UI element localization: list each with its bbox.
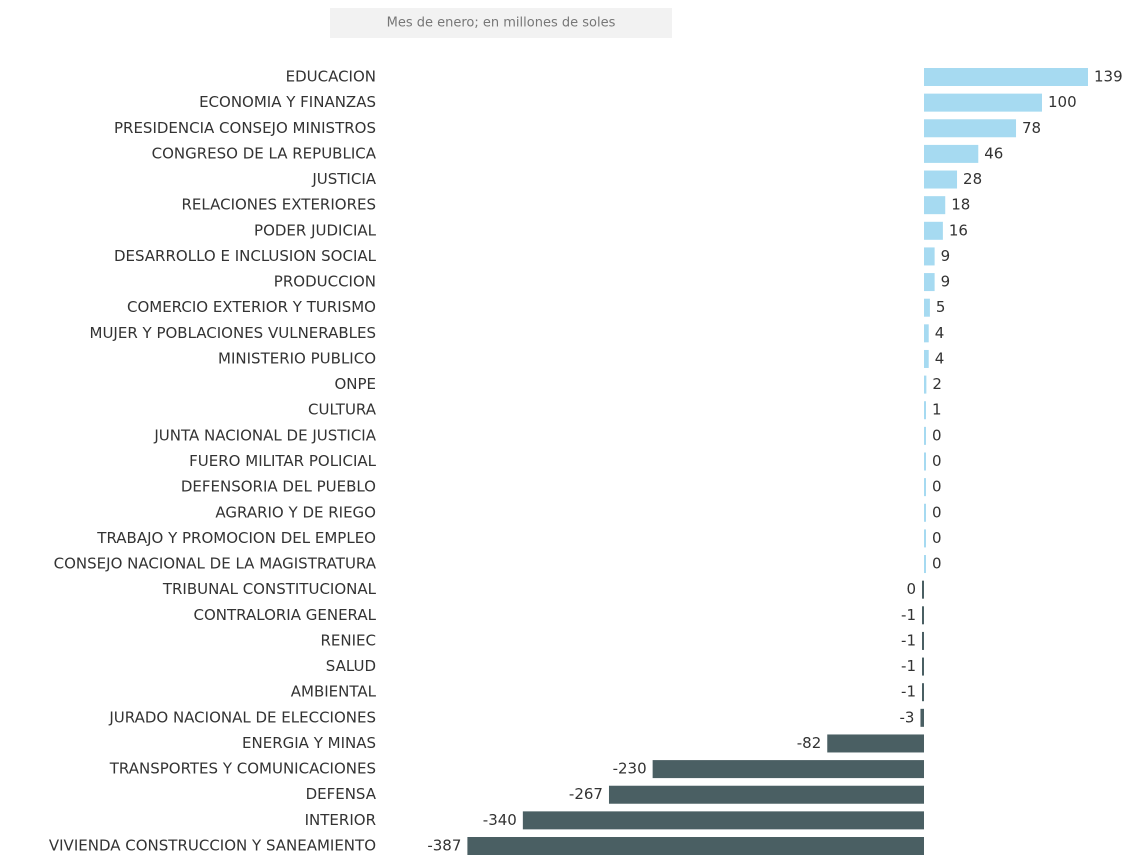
value-label: -387	[427, 837, 461, 855]
value-label: 0	[932, 478, 942, 496]
value-label: 0	[932, 426, 942, 444]
category-label: CONGRESO DE LA REPUBLICA	[152, 144, 377, 162]
value-label: 9	[941, 247, 951, 265]
bar	[924, 196, 946, 215]
category-label: COMERCIO EXTERIOR Y TURISMO	[127, 298, 376, 316]
value-label: 46	[984, 144, 1003, 162]
category-label: CULTURA	[308, 401, 377, 419]
value-label: 5	[936, 298, 946, 316]
bar	[467, 837, 924, 855]
bar	[924, 324, 929, 343]
bar	[924, 170, 958, 189]
value-label: -82	[797, 734, 822, 752]
bar	[924, 426, 926, 445]
value-label: -3	[899, 708, 914, 726]
bar	[922, 631, 924, 650]
category-label: AGRARIO Y DE RIEGO	[215, 503, 376, 521]
bar	[924, 119, 1017, 138]
bar	[924, 93, 1042, 112]
category-label: ONPE	[334, 375, 376, 393]
value-label: 0	[932, 503, 942, 521]
category-label: TRIBUNAL CONSTITUCIONAL	[162, 580, 377, 598]
bar	[924, 375, 927, 394]
value-label: 0	[932, 452, 942, 470]
value-label: -1	[901, 683, 916, 701]
value-label: 100	[1048, 93, 1077, 111]
value-label: -1	[901, 631, 916, 649]
chart-subtitle: Mes de enero; en millones de soles	[387, 16, 616, 31]
category-label: INTERIOR	[305, 811, 376, 829]
bar	[924, 529, 926, 548]
category-label: PRODUCCION	[274, 273, 376, 291]
bar	[924, 144, 979, 163]
value-label: 0	[932, 529, 942, 547]
value-label: 9	[941, 273, 951, 291]
category-label: ECONOMIA Y FINANZAS	[199, 93, 376, 111]
category-label: DESARROLLO E INCLUSION SOCIAL	[114, 247, 377, 265]
value-label: 18	[951, 196, 970, 214]
bar	[924, 555, 926, 574]
bar	[920, 708, 924, 727]
category-label: DEFENSA	[306, 785, 377, 803]
value-label: 4	[935, 349, 945, 367]
bar	[922, 683, 924, 702]
category-label: JUNTA NACIONAL DE JUSTICIA	[153, 426, 376, 444]
bar	[924, 503, 926, 522]
value-label: -1	[901, 657, 916, 675]
category-label: MINISTERIO PUBLICO	[218, 349, 376, 367]
bar	[924, 298, 930, 317]
value-label: 4	[935, 324, 945, 342]
value-label: 0	[906, 580, 916, 598]
bar	[922, 580, 924, 599]
value-label: 16	[949, 221, 968, 239]
bar	[827, 734, 924, 753]
category-label: CONSEJO NACIONAL DE LA MAGISTRATURA	[54, 555, 377, 573]
bar	[924, 349, 929, 368]
bar	[922, 606, 924, 625]
bar	[522, 811, 924, 830]
category-label: VIVIENDA CONSTRUCCION Y SANEAMIENTO	[49, 837, 376, 855]
bar	[924, 401, 926, 420]
value-label: 1	[932, 401, 942, 419]
category-label: EDUCACION	[286, 68, 376, 86]
value-label: 78	[1022, 119, 1041, 137]
value-label: 139	[1094, 68, 1123, 86]
category-label: FUERO MILITAR POLICIAL	[189, 452, 376, 470]
category-label: TRANSPORTES Y COMUNICACIONES	[109, 760, 376, 778]
value-label: 28	[963, 170, 982, 188]
category-label: ENERGIA Y MINAS	[242, 734, 376, 752]
category-label: JURADO NACIONAL DE ELECCIONES	[108, 708, 376, 726]
bar	[924, 452, 926, 471]
value-label: -230	[613, 760, 647, 778]
category-label: TRABAJO Y PROMOCION DEL EMPLEO	[96, 529, 376, 547]
bar	[608, 785, 924, 804]
value-label: -340	[483, 811, 517, 829]
value-label: 2	[932, 375, 942, 393]
value-label: -267	[569, 785, 603, 803]
category-label: RENIEC	[321, 631, 377, 649]
bar	[922, 657, 924, 676]
category-label: AMBIENTAL	[291, 683, 377, 701]
value-label: -1	[901, 606, 916, 624]
category-label: PRESIDENCIA CONSEJO MINISTROS	[114, 119, 376, 137]
bar	[924, 247, 935, 266]
bar	[924, 221, 943, 240]
category-label: CONTRALORIA GENERAL	[194, 606, 377, 624]
category-label: DEFENSORIA DEL PUEBLO	[181, 478, 376, 496]
bar	[652, 760, 924, 779]
bar	[924, 273, 935, 292]
category-label: PODER JUDICIAL	[254, 221, 377, 239]
category-label: RELACIONES EXTERIORES	[182, 196, 377, 214]
category-label: JUSTICIA	[311, 170, 376, 188]
category-label: SALUD	[326, 657, 376, 675]
value-label: 0	[932, 555, 942, 573]
subtitle-box	[330, 8, 672, 38]
bar	[924, 68, 1088, 86]
bar	[924, 478, 926, 497]
category-label: MUJER Y POBLACIONES VULNERABLES	[90, 324, 377, 342]
